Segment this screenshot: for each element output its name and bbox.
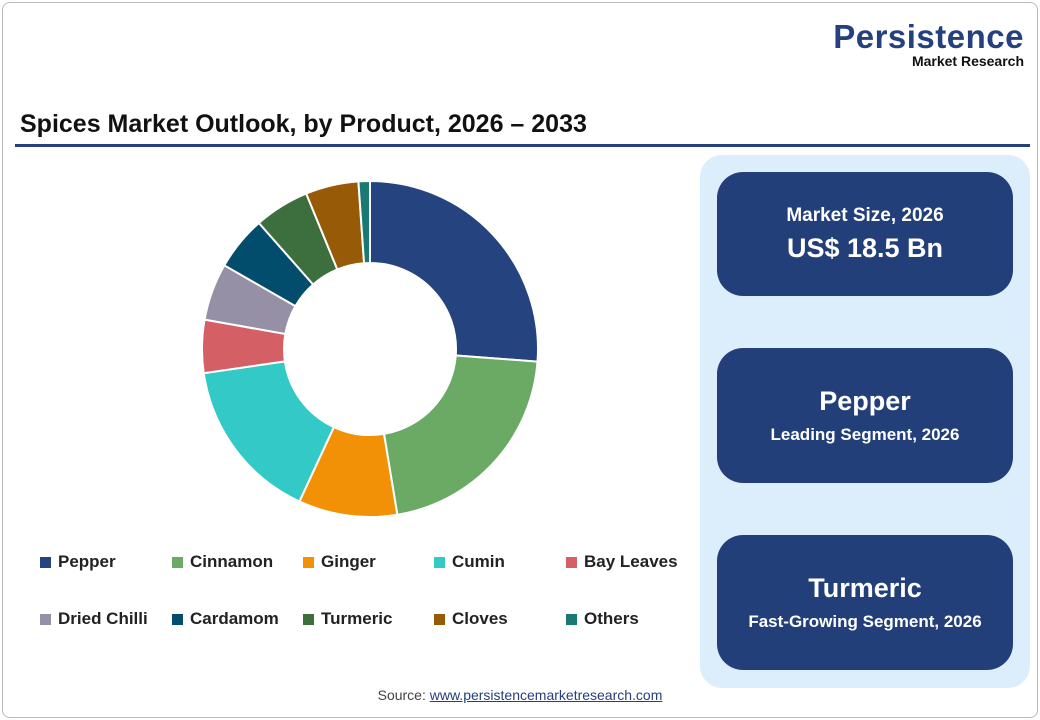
legend-label: Bay Leaves xyxy=(584,552,678,571)
legend-swatch xyxy=(172,613,183,625)
source-link[interactable]: www.persistencemarketresearch.com xyxy=(429,687,663,703)
slice-cinnamon xyxy=(382,354,539,516)
legend-swatch xyxy=(172,556,183,568)
legend-label: Cardamom xyxy=(190,609,279,628)
legend-label: Others xyxy=(584,609,639,628)
source: Source: www.persistencemarketresearch.co… xyxy=(0,687,1040,703)
summary-panel: Market Size, 2026 US$ 18.5 Bn Pepper Lea… xyxy=(700,155,1030,688)
legend-item: Bay Leaves xyxy=(566,552,678,572)
legend-label: Cumin xyxy=(452,552,505,571)
market-size-value: US$ 18.5 Bn xyxy=(786,232,944,263)
legend-swatch xyxy=(303,556,314,568)
legend-item: Cinnamon xyxy=(172,552,273,572)
legend-item: Cloves xyxy=(434,609,508,629)
legend-label: Ginger xyxy=(321,552,376,571)
slice-pepper xyxy=(369,179,539,363)
legend-swatch xyxy=(566,556,577,568)
market-size-label: Market Size, 2026 xyxy=(786,204,944,226)
legend-swatch xyxy=(40,556,51,568)
legend-label: Pepper xyxy=(58,552,116,571)
legend-label: Cloves xyxy=(452,609,508,628)
legend-swatch xyxy=(434,613,445,625)
legend-item: Turmeric xyxy=(303,609,393,629)
legend-label: Dried Chilli xyxy=(58,609,148,628)
chart-title: Spices Market Outlook, by Product, 2026 … xyxy=(20,110,587,138)
fast-growing-card: Turmeric Fast-Growing Segment, 2026 xyxy=(717,535,1013,670)
leading-segment-label: Leading Segment, 2026 xyxy=(770,425,960,444)
title-divider xyxy=(15,144,1030,147)
donut-chart xyxy=(201,179,539,518)
legend-swatch xyxy=(434,556,445,568)
fast-growing-label: Fast-Growing Segment, 2026 xyxy=(748,612,982,631)
slice-others xyxy=(357,179,371,265)
legend-swatch xyxy=(303,613,314,625)
legend-swatch xyxy=(566,613,577,625)
leading-segment-value: Pepper xyxy=(819,386,911,416)
logo: Persistence Market Research xyxy=(833,18,1024,69)
legend-item: Ginger xyxy=(303,552,376,572)
logo-name: Persistence xyxy=(833,18,1024,55)
logo-sub: Market Research xyxy=(911,53,1024,69)
leading-segment-card: Pepper Leading Segment, 2026 xyxy=(717,348,1013,483)
legend-swatch xyxy=(40,613,51,625)
legend-label: Cinnamon xyxy=(190,552,274,571)
legend-item: Cumin xyxy=(434,552,505,572)
market-size-card: Market Size, 2026 US$ 18.5 Bn xyxy=(717,172,1013,296)
fast-growing-value: Turmeric xyxy=(808,573,922,603)
legend-item: Pepper xyxy=(40,552,116,572)
legend-label: Turmeric xyxy=(321,609,393,628)
source-label: Source: xyxy=(377,687,426,703)
legend-item: Cardamom xyxy=(172,609,279,629)
legend-item: Dried Chilli xyxy=(40,609,148,629)
legend-item: Others xyxy=(566,609,639,629)
